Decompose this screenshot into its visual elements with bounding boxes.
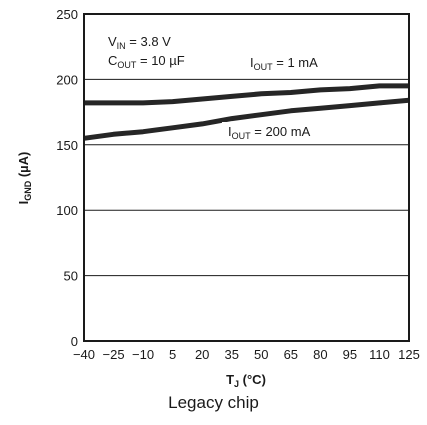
y-tick-label: 0 bbox=[71, 334, 78, 349]
y-axis-label: IGND (µA) bbox=[16, 152, 33, 205]
x-tick-label: 65 bbox=[284, 347, 298, 362]
series-label-1ma: IOUT = 1 mA bbox=[250, 55, 318, 72]
annotation-vin: VIN = 3.8 V bbox=[108, 34, 171, 51]
y-tick-label: 150 bbox=[56, 138, 78, 153]
chart: 0 50 100 150 200 250 −40 −25 −10 5 20 35 50 65 80 95 110… bbox=[16, 7, 420, 389]
x-tick-label: 50 bbox=[254, 347, 268, 362]
x-tick-label: 5 bbox=[169, 347, 176, 362]
annotation-cout: COUT = 10 µF bbox=[108, 53, 185, 70]
series-label-200ma: IOUT = 200 mA bbox=[228, 124, 311, 141]
series-line-1ma bbox=[84, 83, 409, 106]
y-tick-label: 100 bbox=[56, 203, 78, 218]
x-tick-label: −10 bbox=[132, 347, 154, 362]
x-tick-label: −40 bbox=[73, 347, 95, 362]
x-tick-label: 125 bbox=[398, 347, 420, 362]
x-axis-label: TJ (°C) bbox=[226, 372, 266, 389]
y-tick-label: 200 bbox=[56, 72, 78, 87]
x-tick-label: 110 bbox=[369, 347, 390, 362]
y-tick-label: 250 bbox=[56, 7, 78, 22]
x-tick-label: 80 bbox=[313, 347, 327, 362]
series-lines bbox=[83, 83, 410, 141]
y-tick-label: 50 bbox=[64, 269, 78, 284]
chart-caption: Legacy chip bbox=[168, 393, 259, 412]
x-tick-label: −25 bbox=[103, 347, 125, 362]
x-tick-label: 35 bbox=[224, 347, 238, 362]
series-label-bg-1ma bbox=[244, 53, 348, 73]
tick-labels: 0 50 100 150 200 250 −40 −25 −10 5 20 35 50 65 80 95 110… bbox=[56, 7, 420, 362]
x-tick-label: 20 bbox=[195, 347, 209, 362]
series-label-bg-200ma bbox=[222, 122, 348, 142]
series-line-200ma bbox=[83, 97, 410, 141]
x-tick-label: 95 bbox=[343, 347, 357, 362]
plot-frame bbox=[83, 13, 410, 342]
